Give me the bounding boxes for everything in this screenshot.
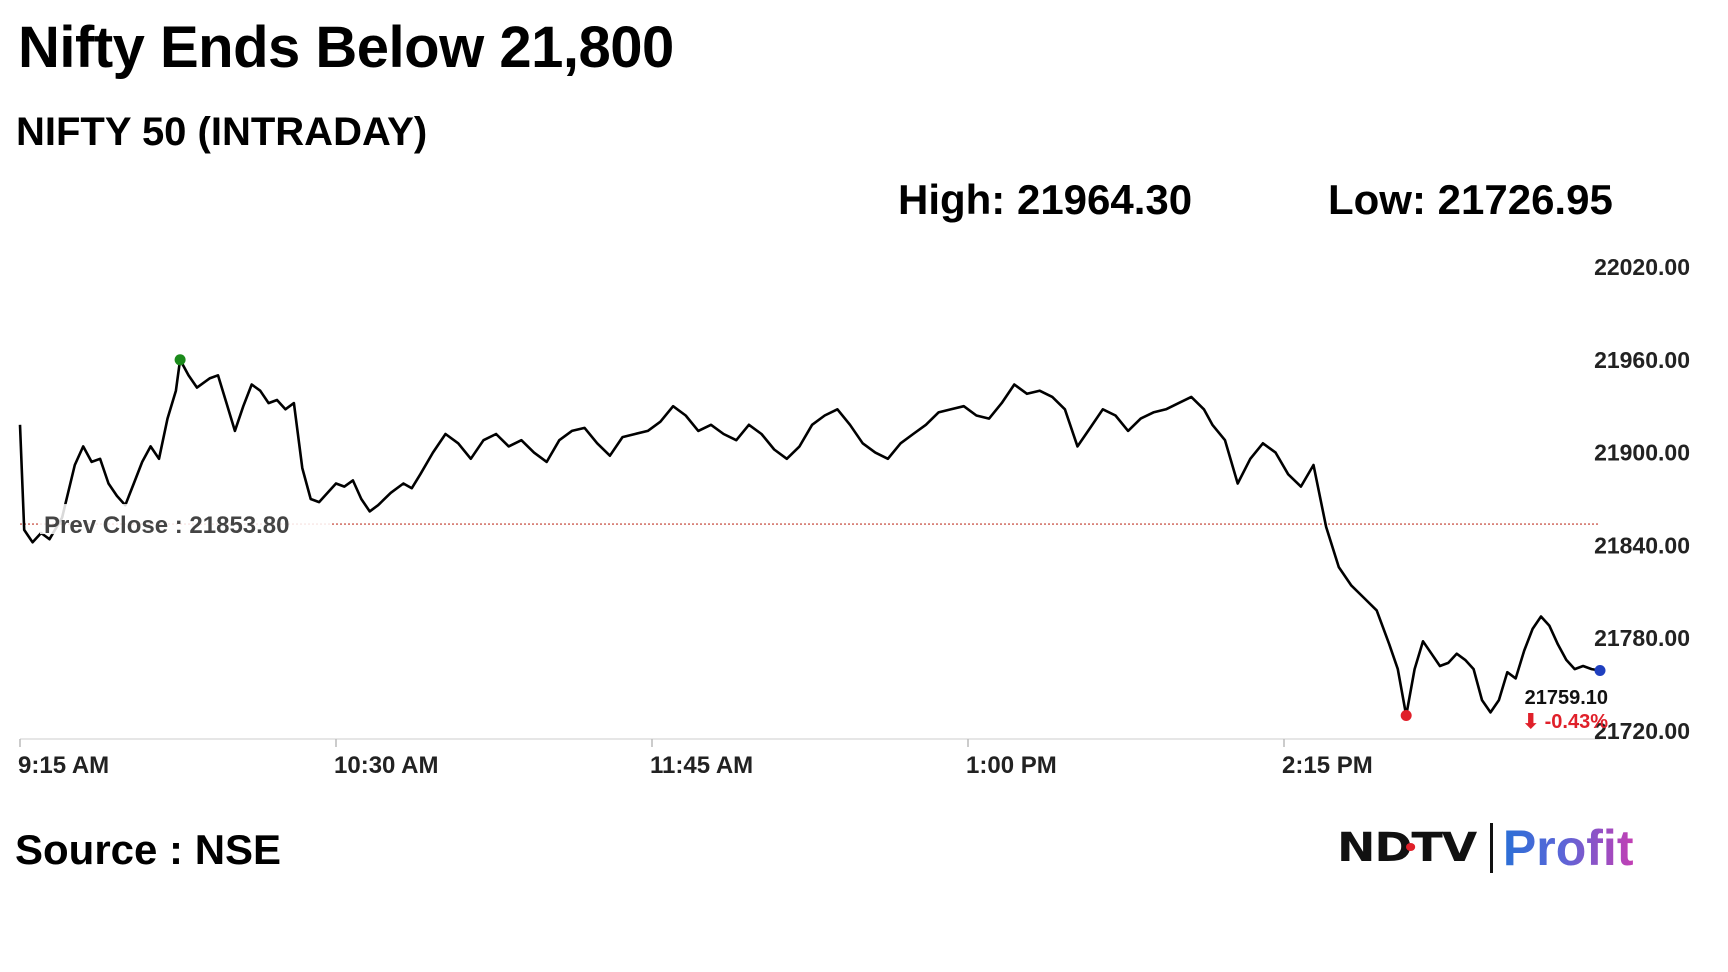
last-change-label: ⬇ -0.43%	[1522, 711, 1608, 733]
high-marker	[174, 354, 186, 366]
x-tick-label: 10:30 AM	[334, 752, 438, 779]
y-tick-label: 22020.00	[1594, 254, 1690, 280]
logo-divider	[1489, 823, 1493, 873]
logo-profit-text: Profit	[1502, 820, 1634, 876]
y-tick-label: 21900.00	[1594, 440, 1690, 466]
price-line	[18, 358, 1601, 717]
last-value-label: 21759.10	[1525, 687, 1608, 709]
source-note: Source : NSE	[15, 826, 282, 873]
y-tick-label: 21960.00	[1594, 347, 1690, 373]
y-tick-label: 21720.00	[1594, 718, 1690, 744]
low-marker	[1400, 710, 1412, 722]
day-high-stat: High: 21964.30	[898, 176, 1193, 223]
x-tick-label: 1:00 PM	[966, 752, 1057, 779]
x-tick-label: 2:15 PM	[1282, 752, 1373, 779]
prev-close-label: Prev Close : 21853.80	[44, 512, 290, 539]
prev-close-label-bg	[40, 504, 330, 535]
y-tick-label: 21840.00	[1594, 532, 1690, 558]
logo-ndtv-text: NDTV	[1337, 825, 1477, 871]
x-tick-label: 11:45 AM	[650, 752, 753, 779]
ndtv-profit-logo: NDTV Profit	[1337, 820, 1633, 876]
x-tick-label: 9:15 AM	[18, 752, 109, 779]
headline: Nifty Ends Below 21,800	[18, 15, 674, 80]
intraday-chart: 22020.00 21960.00 21900.00 21840.00 21780.00…	[18, 254, 1690, 779]
day-low-stat: Low: 21726.95	[1328, 176, 1613, 223]
y-tick-label: 21780.00	[1594, 625, 1690, 651]
chart-subtitle: NIFTY 50 (INTRADAY)	[16, 110, 428, 154]
last-marker	[1594, 665, 1606, 677]
logo-red-dot	[1406, 843, 1416, 851]
